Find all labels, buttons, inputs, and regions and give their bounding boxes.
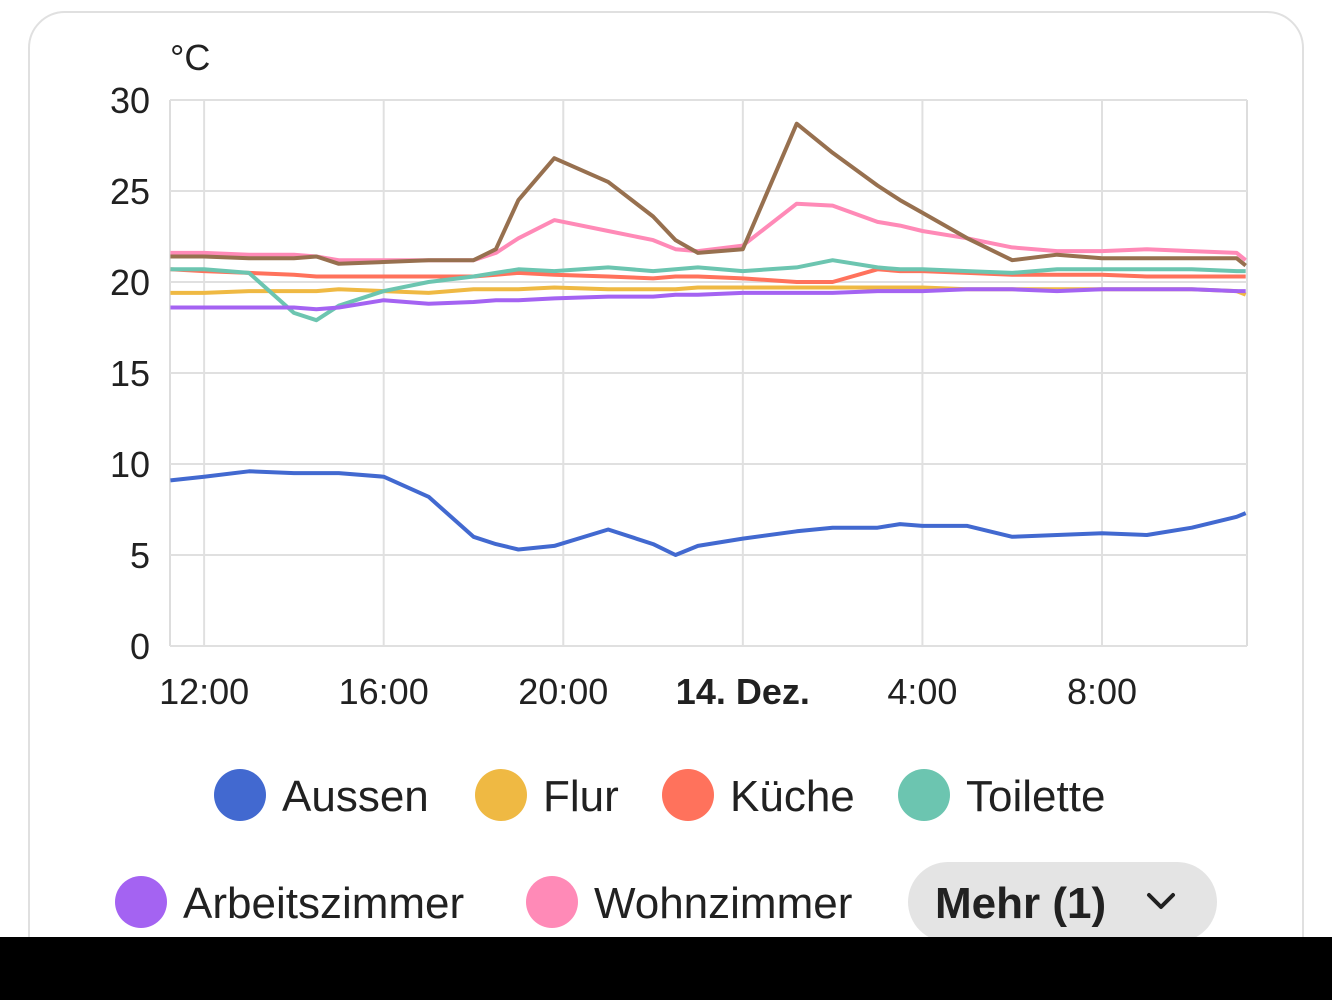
more-button-label[interactable]: Mehr (1) xyxy=(935,879,1106,928)
legend-item[interactable]: Aussen xyxy=(214,769,429,821)
x-tick-label: 8:00 xyxy=(1067,671,1137,712)
y-axis-unit: °C xyxy=(170,37,210,78)
chevron-icon[interactable] xyxy=(1147,893,1175,909)
legend-item[interactable]: Flur xyxy=(475,769,619,821)
y-tick-label: 0 xyxy=(130,626,150,667)
x-tick-label: 4:00 xyxy=(887,671,957,712)
series-line xyxy=(170,121,1247,268)
y-tick-label: 10 xyxy=(110,444,150,485)
more-button[interactable]: Mehr (1) xyxy=(908,862,1217,942)
card xyxy=(28,11,1304,1005)
y-tick-label: 30 xyxy=(110,80,150,121)
legend-label[interactable]: Küche xyxy=(730,772,855,821)
y-tick-label: 20 xyxy=(110,262,150,303)
series-line xyxy=(170,469,1247,557)
legend-swatch[interactable] xyxy=(115,876,167,928)
legend-swatch[interactable] xyxy=(898,769,950,821)
y-tick-label: 5 xyxy=(130,535,150,576)
y-tick-label: 15 xyxy=(110,353,150,394)
x-tick-label: 12:00 xyxy=(159,671,249,712)
series-line xyxy=(170,287,1246,312)
legend-item[interactable]: Toilette xyxy=(898,769,1105,821)
legend-swatch[interactable] xyxy=(662,769,714,821)
legend-item[interactable]: Arbeitszimmer xyxy=(115,876,464,928)
legend-item[interactable]: Wohnzimmer xyxy=(526,876,852,928)
legend-swatch[interactable] xyxy=(475,769,527,821)
legend-swatch[interactable] xyxy=(214,769,266,821)
more-button-bg[interactable] xyxy=(908,862,1217,942)
legend-label[interactable]: Wohnzimmer xyxy=(594,879,852,928)
legend-label[interactable]: Arbeitszimmer xyxy=(183,879,464,928)
x-tick-label: 20:00 xyxy=(518,671,608,712)
legend-label[interactable]: Aussen xyxy=(282,772,429,821)
series-line xyxy=(170,201,1247,263)
series-line xyxy=(170,267,1246,284)
x-tick-label: 16:00 xyxy=(339,671,429,712)
y-tick-label: 25 xyxy=(110,171,150,212)
legend-swatch[interactable] xyxy=(526,876,578,928)
legend-item[interactable]: Küche xyxy=(662,769,855,821)
system-bar xyxy=(0,937,1332,1000)
x-tick-label: 14. Dez. xyxy=(676,671,810,712)
legend-label[interactable]: Toilette xyxy=(966,772,1105,821)
legend-label[interactable]: Flur xyxy=(543,772,619,821)
